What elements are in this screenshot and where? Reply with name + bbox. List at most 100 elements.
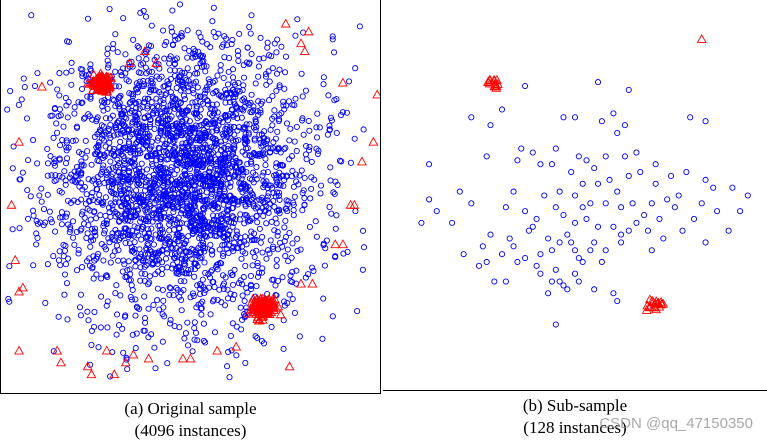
normal-point (255, 73, 262, 80)
normal-point (210, 216, 217, 223)
normal-point (475, 262, 483, 269)
normal-point (185, 47, 193, 55)
normal-point (230, 243, 237, 250)
normal-point (208, 219, 215, 226)
normal-point (134, 138, 141, 145)
normal-point (293, 147, 300, 154)
normal-point (120, 15, 127, 22)
normal-point (6, 263, 13, 270)
normal-point (29, 137, 37, 144)
normal-point (229, 213, 236, 220)
normal-point (132, 296, 139, 303)
normal-point (182, 172, 189, 179)
normal-point (131, 154, 138, 161)
normal-point (354, 308, 361, 315)
normal-point (174, 230, 181, 237)
normal-point (138, 225, 145, 232)
normal-point (166, 227, 173, 234)
normal-point (190, 203, 197, 210)
normal-point (313, 134, 321, 141)
anomaly-point (491, 74, 502, 84)
anomaly-point (368, 136, 379, 146)
anomaly-point (124, 57, 135, 67)
normal-point (149, 80, 156, 87)
normal-point (529, 149, 536, 156)
normal-point (220, 282, 227, 289)
normal-point (113, 331, 120, 338)
normal-point (675, 192, 682, 199)
normal-point (189, 99, 196, 106)
normal-point (298, 167, 305, 174)
normal-point (287, 125, 294, 132)
normal-point (257, 136, 264, 143)
normal-point (138, 168, 145, 175)
normal-point (257, 109, 264, 116)
anomaly-point (86, 369, 97, 379)
normal-point (275, 192, 282, 199)
normal-point (98, 293, 105, 300)
normal-point (80, 220, 88, 227)
anomaly-point (55, 357, 66, 367)
normal-point (306, 223, 313, 230)
normal-point (143, 139, 150, 146)
normal-point (174, 238, 181, 245)
normal-point (106, 131, 113, 138)
normal-point (219, 156, 226, 163)
normal-point (73, 267, 81, 274)
normal-point (234, 201, 241, 208)
normal-point (203, 189, 210, 196)
normal-point (42, 299, 49, 306)
normal-point (100, 107, 107, 114)
normal-point (276, 169, 283, 176)
normal-point (226, 374, 233, 381)
normal-point (167, 75, 174, 82)
normal-point (303, 156, 310, 163)
normal-point (145, 113, 152, 120)
normal-point (326, 203, 333, 211)
normal-point (204, 41, 211, 48)
normal-point (199, 298, 206, 305)
normal-point (169, 185, 176, 192)
normal-point (183, 192, 190, 199)
normal-point (142, 13, 150, 20)
normal-point (571, 247, 579, 254)
normal-point (206, 147, 213, 154)
normal-point (33, 241, 40, 248)
normal-point (239, 87, 246, 94)
normal-point (178, 121, 185, 128)
normal-point (117, 183, 124, 190)
normal-point (75, 246, 82, 253)
normal-point (73, 123, 80, 130)
normal-point (152, 62, 159, 69)
normal-point (273, 256, 280, 263)
normal-point (112, 31, 119, 38)
normal-point (168, 24, 175, 31)
normal-point (175, 270, 182, 277)
normal-point (136, 78, 143, 85)
normal-point (294, 235, 301, 242)
normal-point (227, 290, 234, 297)
normal-point (192, 174, 199, 181)
normal-point (166, 152, 173, 159)
normal-point (112, 195, 119, 202)
normal-point (96, 180, 103, 187)
normal-point (109, 236, 116, 243)
normal-point (263, 255, 270, 262)
normal-point (227, 192, 234, 199)
normal-point (173, 55, 180, 62)
normal-point (280, 317, 287, 324)
normal-point (233, 352, 240, 359)
normal-point (214, 72, 221, 79)
normal-point (545, 235, 552, 242)
normal-point (298, 70, 305, 77)
normal-point (140, 203, 147, 210)
normal-point (249, 262, 256, 269)
normal-point (240, 107, 247, 114)
normal-point (359, 227, 367, 234)
normal-point (27, 193, 34, 200)
normal-point (591, 165, 598, 172)
normal-point (262, 73, 270, 80)
normal-point (214, 109, 221, 116)
normal-point (94, 173, 101, 181)
normal-point (239, 172, 246, 179)
